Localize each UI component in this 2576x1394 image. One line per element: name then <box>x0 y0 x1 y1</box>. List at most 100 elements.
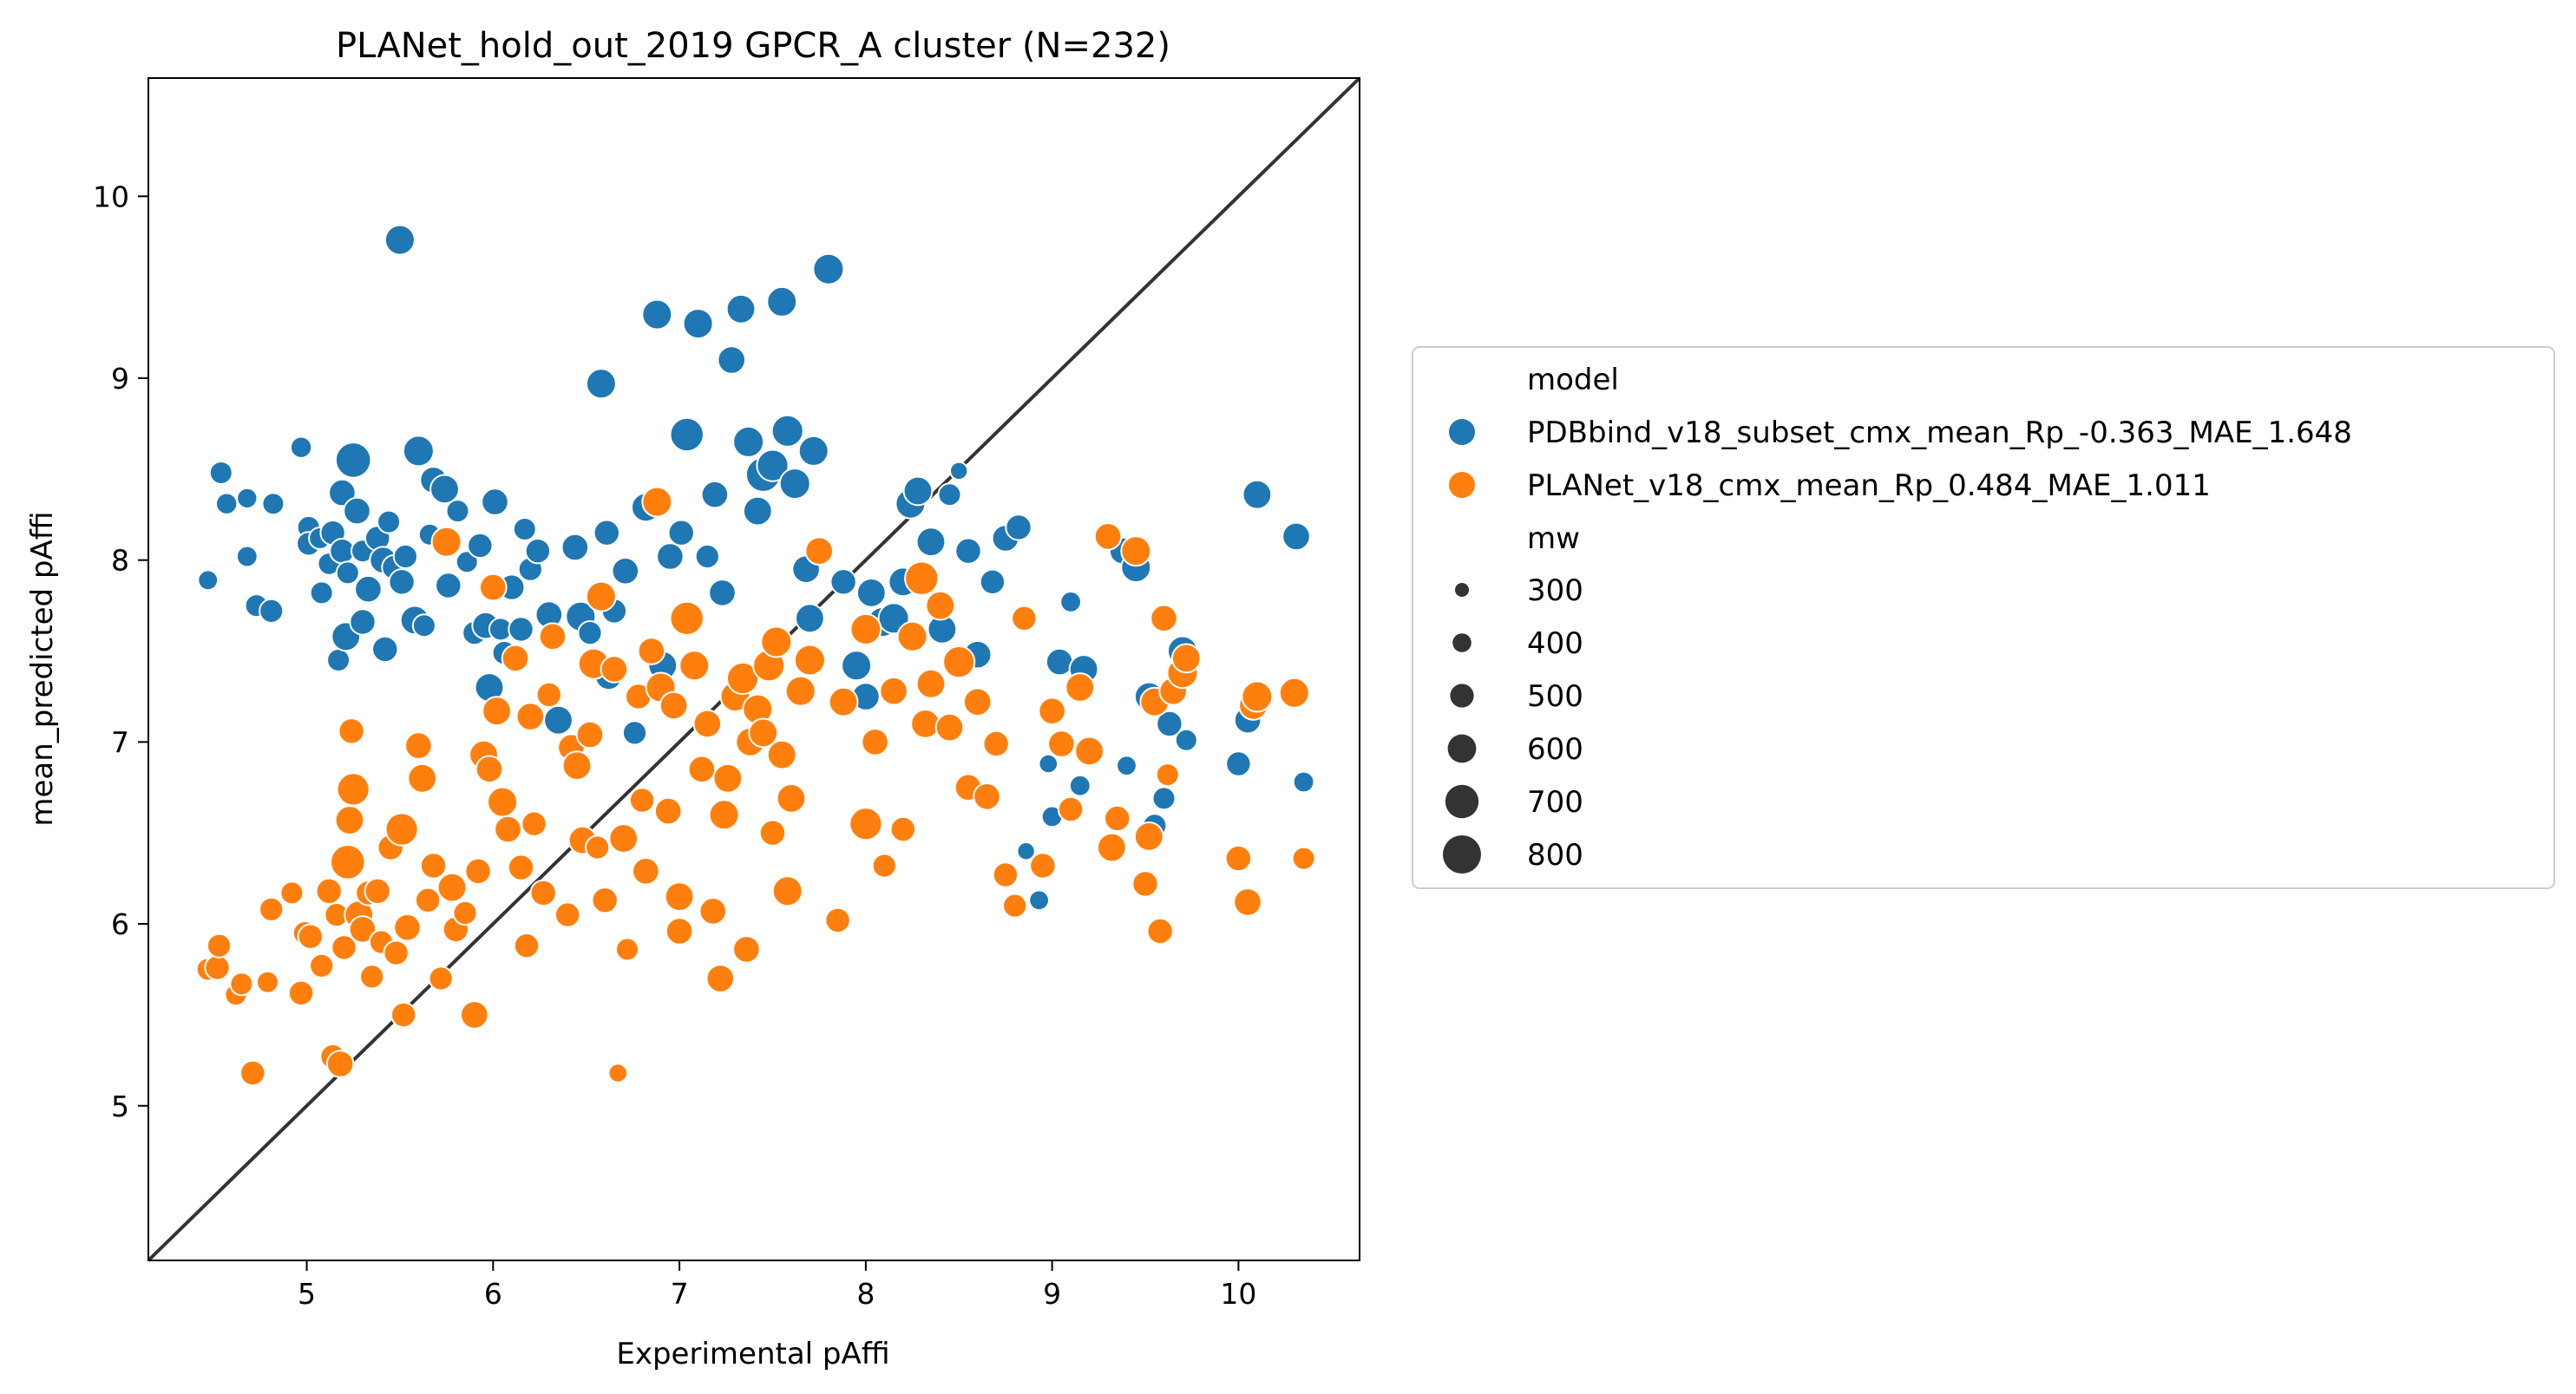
data-point <box>561 750 593 781</box>
legend-size-label: 400 <box>1527 626 1583 661</box>
data-point <box>889 815 917 843</box>
data-point <box>338 717 365 745</box>
y-axis-ticks: 5 6 7 8 9 10 <box>93 180 148 1123</box>
data-point <box>665 917 694 946</box>
data-point <box>411 613 436 638</box>
data-point <box>829 568 857 596</box>
data-point <box>653 796 683 826</box>
data-point <box>575 720 605 749</box>
y-tick-label: 7 <box>111 725 129 759</box>
data-point <box>383 939 410 966</box>
data-point <box>309 952 335 978</box>
data-point <box>669 416 705 453</box>
data-point <box>682 308 714 340</box>
data-point <box>1170 643 1202 674</box>
data-point <box>464 857 492 885</box>
data-point <box>334 805 365 835</box>
data-point <box>615 937 639 962</box>
data-point <box>236 487 259 510</box>
data-point <box>393 913 422 942</box>
data-point <box>326 648 351 672</box>
data-point <box>507 854 535 881</box>
data-point <box>309 580 334 605</box>
data-point <box>1005 514 1032 541</box>
data-point <box>390 1001 417 1029</box>
legend-size-marker <box>1455 583 1469 597</box>
data-point <box>388 568 416 596</box>
data-point <box>600 655 629 684</box>
data-point <box>1131 870 1159 898</box>
data-point <box>954 537 982 565</box>
data-point <box>1120 535 1152 567</box>
plot-area: 5 6 7 8 9 10 5 6 7 8 9 10 <box>93 76 1361 1311</box>
data-point <box>942 645 976 679</box>
data-point <box>585 580 617 612</box>
data-point <box>760 625 793 658</box>
legend-size-label: 500 <box>1527 679 1583 714</box>
data-point <box>384 812 419 847</box>
x-axis-label: Experimental pAffi <box>616 1337 889 1371</box>
data-point <box>1065 672 1096 703</box>
y-axis-label: mean_predicted pAffi <box>25 511 60 826</box>
data-point <box>467 532 494 560</box>
legend-marker-series-1 <box>1449 419 1475 445</box>
data-point <box>962 687 993 717</box>
legend-size-label: 300 <box>1527 573 1583 608</box>
legend-entry-series-2: PLANet_v18_cmx_mean_Rp_0.484_MAE_1.011 <box>1449 468 2211 503</box>
data-point <box>529 879 557 907</box>
data-point <box>1011 605 1038 632</box>
data-point <box>879 676 908 706</box>
data-point <box>608 823 639 854</box>
data-point <box>348 915 377 944</box>
data-point <box>1242 479 1273 510</box>
data-point <box>585 368 617 400</box>
data-point <box>435 572 462 599</box>
data-point <box>637 637 666 665</box>
data-point <box>297 923 324 950</box>
data-point <box>1174 728 1198 752</box>
data-point <box>1059 591 1082 613</box>
data-point <box>1116 755 1137 776</box>
data-point <box>771 875 803 907</box>
x-tick-label: 8 <box>856 1277 875 1311</box>
y-tick-label: 9 <box>111 362 129 396</box>
data-point <box>1068 774 1091 797</box>
data-point <box>204 954 231 981</box>
data-point <box>554 901 581 928</box>
data-point <box>797 435 829 467</box>
data-point <box>494 815 522 844</box>
data-point <box>1224 844 1253 873</box>
data-point <box>325 1050 355 1078</box>
data-point <box>784 675 816 707</box>
data-point <box>1104 804 1131 833</box>
data-point <box>197 569 220 592</box>
data-point <box>982 730 1010 758</box>
data-point <box>915 668 947 699</box>
data-point <box>896 620 928 652</box>
data-point <box>1291 846 1316 871</box>
data-point <box>239 1059 266 1087</box>
data-point <box>577 620 603 646</box>
data-point <box>904 560 940 596</box>
data-point <box>687 755 717 784</box>
data-point <box>524 538 552 565</box>
data-point <box>508 616 534 643</box>
legend-label-series-1: PDBbind_v18_subset_cmx_mean_Rp_-0.363_MA… <box>1527 416 2352 450</box>
data-point <box>949 461 969 481</box>
data-point <box>937 482 962 507</box>
data-point <box>392 543 418 570</box>
data-point <box>261 492 285 516</box>
plot-frame <box>147 77 1360 1261</box>
data-point <box>1038 753 1059 775</box>
data-point <box>902 475 934 507</box>
data-point <box>315 877 343 906</box>
data-point <box>611 557 640 586</box>
data-point <box>748 717 779 749</box>
data-point <box>705 964 736 993</box>
legend-size-marker <box>1452 633 1472 652</box>
data-point <box>371 635 399 664</box>
data-point <box>828 686 859 717</box>
data-point <box>712 762 744 794</box>
data-point <box>632 857 660 886</box>
data-point <box>229 972 254 997</box>
